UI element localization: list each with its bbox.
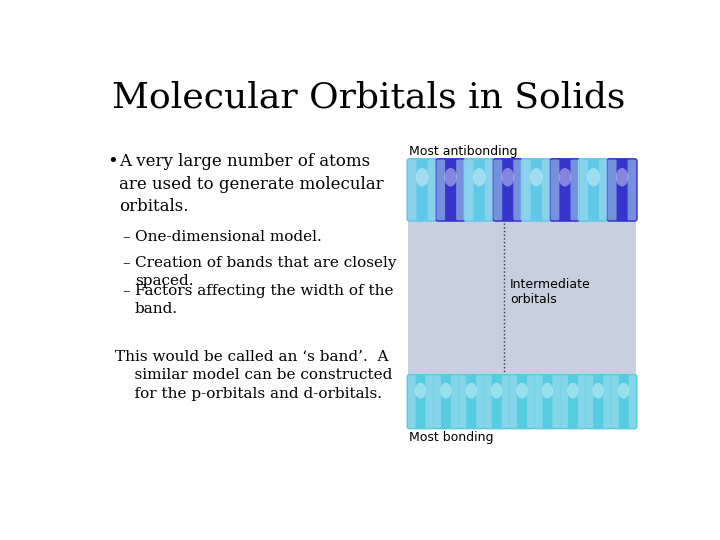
FancyBboxPatch shape — [521, 158, 552, 222]
Ellipse shape — [473, 168, 485, 186]
FancyBboxPatch shape — [611, 375, 618, 428]
Text: Intermediate
orbitals: Intermediate orbitals — [510, 278, 590, 306]
FancyBboxPatch shape — [510, 375, 517, 428]
Ellipse shape — [559, 168, 571, 186]
Ellipse shape — [618, 383, 629, 399]
FancyBboxPatch shape — [599, 159, 608, 220]
FancyBboxPatch shape — [534, 374, 562, 429]
Ellipse shape — [530, 168, 543, 186]
Ellipse shape — [415, 383, 426, 399]
FancyBboxPatch shape — [570, 159, 579, 220]
FancyBboxPatch shape — [459, 375, 467, 428]
Ellipse shape — [415, 168, 428, 186]
Ellipse shape — [444, 168, 457, 186]
Text: –: – — [122, 256, 130, 270]
Ellipse shape — [516, 383, 528, 399]
Ellipse shape — [466, 383, 477, 399]
FancyBboxPatch shape — [629, 375, 636, 428]
FancyBboxPatch shape — [494, 159, 503, 220]
FancyBboxPatch shape — [577, 375, 585, 428]
FancyBboxPatch shape — [485, 159, 493, 220]
FancyBboxPatch shape — [492, 158, 523, 222]
Bar — [408, 219, 636, 377]
FancyBboxPatch shape — [428, 159, 436, 220]
Text: Factors affecting the width of the
band.: Factors affecting the width of the band. — [135, 284, 393, 316]
Text: •: • — [107, 153, 118, 171]
FancyBboxPatch shape — [426, 375, 433, 428]
Text: Creation of bands that are closely
spaced.: Creation of bands that are closely space… — [135, 256, 397, 288]
FancyBboxPatch shape — [606, 158, 638, 222]
FancyBboxPatch shape — [560, 375, 568, 428]
FancyBboxPatch shape — [456, 159, 464, 220]
FancyBboxPatch shape — [585, 374, 612, 429]
FancyBboxPatch shape — [407, 374, 434, 429]
FancyBboxPatch shape — [502, 375, 509, 428]
Text: Molecular Orbitals in Solids: Molecular Orbitals in Solids — [112, 80, 626, 114]
Text: Most bonding: Most bonding — [409, 431, 494, 444]
FancyBboxPatch shape — [551, 159, 559, 220]
Ellipse shape — [440, 383, 451, 399]
FancyBboxPatch shape — [559, 374, 587, 429]
FancyBboxPatch shape — [435, 158, 467, 222]
FancyBboxPatch shape — [549, 158, 580, 222]
FancyBboxPatch shape — [513, 159, 522, 220]
FancyBboxPatch shape — [628, 159, 636, 220]
Text: One-dimensional model.: One-dimensional model. — [135, 231, 322, 244]
FancyBboxPatch shape — [483, 374, 510, 429]
FancyBboxPatch shape — [433, 375, 441, 428]
FancyBboxPatch shape — [535, 375, 543, 428]
FancyBboxPatch shape — [484, 375, 492, 428]
FancyBboxPatch shape — [522, 159, 531, 220]
FancyBboxPatch shape — [527, 375, 534, 428]
FancyBboxPatch shape — [610, 374, 637, 429]
Ellipse shape — [491, 383, 503, 399]
FancyBboxPatch shape — [542, 159, 550, 220]
Ellipse shape — [542, 383, 553, 399]
FancyBboxPatch shape — [603, 375, 611, 428]
Ellipse shape — [502, 168, 514, 186]
FancyBboxPatch shape — [407, 158, 438, 222]
FancyBboxPatch shape — [457, 374, 485, 429]
FancyBboxPatch shape — [464, 158, 495, 222]
FancyBboxPatch shape — [436, 159, 445, 220]
Text: –: – — [122, 231, 130, 244]
Text: A very large number of atoms
are used to generate molecular
orbitals.: A very large number of atoms are used to… — [120, 153, 384, 215]
FancyBboxPatch shape — [508, 374, 536, 429]
FancyBboxPatch shape — [408, 159, 416, 220]
FancyBboxPatch shape — [580, 159, 588, 220]
FancyBboxPatch shape — [552, 375, 560, 428]
FancyBboxPatch shape — [578, 158, 609, 222]
Ellipse shape — [593, 383, 604, 399]
FancyBboxPatch shape — [432, 374, 459, 429]
FancyBboxPatch shape — [465, 159, 474, 220]
Text: Most antibonding: Most antibonding — [409, 145, 518, 158]
FancyBboxPatch shape — [451, 375, 459, 428]
Ellipse shape — [567, 383, 578, 399]
FancyBboxPatch shape — [476, 375, 484, 428]
Ellipse shape — [616, 168, 629, 186]
FancyBboxPatch shape — [408, 375, 415, 428]
FancyBboxPatch shape — [608, 159, 616, 220]
Text: –: – — [122, 284, 130, 298]
Ellipse shape — [588, 168, 600, 186]
Text: This would be called an ‘s band’.  A
    similar model can be constructed
    fo: This would be called an ‘s band’. A simi… — [114, 350, 392, 401]
FancyBboxPatch shape — [586, 375, 593, 428]
